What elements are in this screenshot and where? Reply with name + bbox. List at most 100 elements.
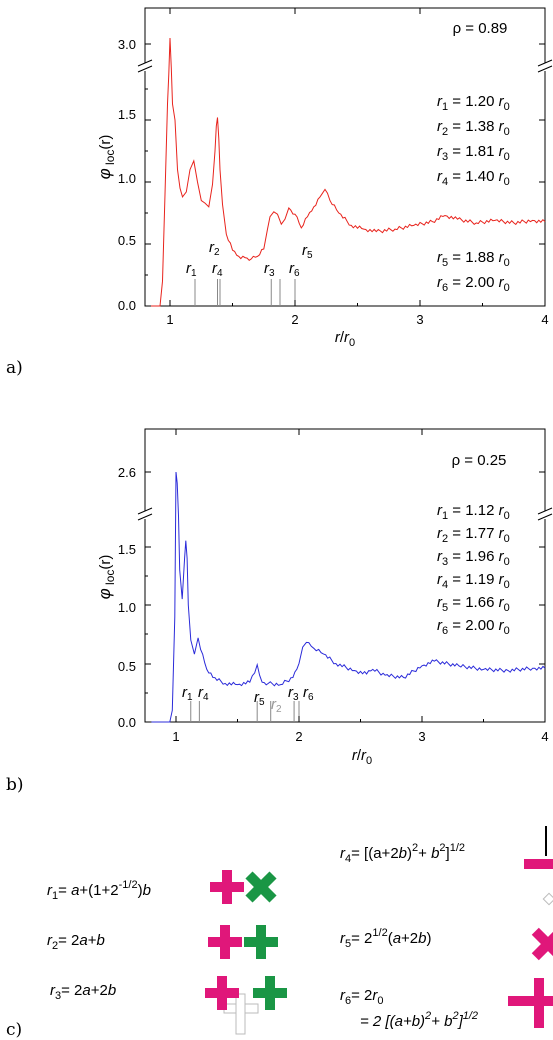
r-value-r6: r6 = 2.00 r0	[437, 617, 510, 637]
y-tick-label-a-2: 1.0	[118, 171, 136, 186]
axis-ticks-a	[145, 8, 546, 307]
panel-a: 0.0 0.5 1.0 1.5 3.0 1 2 3 4 r/r0 φ loc(r…	[95, 7, 553, 349]
cross-magenta-diag	[531, 927, 553, 961]
r-values-a: r1 = 1.20 r0 r2 = 1.38 r0 r3 = 1.81 r0 r4 =…	[437, 93, 510, 294]
marker-label-b-r4: r4	[198, 684, 209, 703]
marker-labels-a: r1 r2 r4 r5 r3 r6	[186, 239, 313, 279]
formula-r2: r2= 2a+b	[47, 932, 105, 952]
cross-black-line	[545, 826, 547, 856]
axis-break-right-b	[538, 511, 552, 519]
marker-label-a-r1: r1	[186, 260, 197, 279]
cross-magenta-v	[217, 976, 227, 1010]
cross-green-v	[256, 925, 266, 959]
cross-magenta-diag-v	[531, 927, 553, 961]
x-tick-label-b-3: 3	[418, 729, 425, 744]
formula-r3: r3= 2a+2b	[50, 982, 116, 1002]
x-tick-label-a-4: 4	[541, 312, 548, 327]
cross-magenta-v	[534, 978, 544, 1028]
cross-grey-diag	[542, 892, 553, 906]
cross-green-diag	[245, 871, 277, 903]
plot-frame-a	[144, 7, 546, 307]
r-value-r1: r1 = 1.12 r0	[437, 502, 510, 522]
panel-label-b: b)	[6, 775, 24, 795]
shape-r6	[508, 978, 553, 1028]
axis-break-mark-b3	[537, 507, 553, 515]
cross-green-diag-v	[245, 871, 277, 903]
r-value-r5: r5 = 1.88 r0	[437, 249, 510, 269]
y-tick-label-b-0: 0.0	[118, 715, 136, 730]
marker-label-b-r5: r5	[254, 689, 265, 708]
shape-r5	[531, 927, 553, 961]
shape-r2	[208, 925, 278, 959]
cross-magenta-h	[524, 859, 553, 869]
cross-green-v	[265, 976, 275, 1010]
cross-magenta-v	[222, 870, 232, 904]
axis-break-mark-b1	[137, 507, 153, 515]
r-value-r3: r3 = 1.96 r0	[437, 548, 510, 568]
axis-break-mark-a3	[537, 59, 553, 67]
marker-label-a-r4: r4	[212, 260, 223, 279]
r-value-r4: r4 = 1.40 r0	[437, 168, 510, 188]
shape-r3	[205, 976, 287, 1035]
x-tick-label-a-2: 2	[291, 312, 298, 327]
data-line-b	[151, 471, 546, 723]
marker-label-b-r3: r3	[288, 684, 299, 703]
x-tick-label-a-1: 1	[166, 312, 173, 327]
marker-label-a-r3: r3	[264, 260, 275, 279]
axis-break-mark-b4	[537, 513, 553, 521]
r-value-r6: r6 = 2.00 r0	[437, 274, 510, 294]
y-tick-label-b-1: 0.5	[118, 659, 136, 674]
cross-magenta-v	[220, 925, 230, 959]
y-axis-label-b: φ loc(r)	[95, 555, 117, 600]
formula-r5: r5= 21/2(a+2b)	[340, 927, 432, 950]
marker-label-b-r2: r2	[271, 696, 282, 715]
shape-r1	[210, 870, 277, 904]
axis-break-mark-a2	[137, 65, 153, 73]
y-tick-label-a-3: 1.5	[118, 107, 136, 122]
axis-ticks-b	[145, 429, 546, 723]
marker-label-a-r6: r6	[289, 260, 300, 279]
density-label-b: ρ = 0.25	[452, 452, 507, 469]
y-tick-label-a-4: 3.0	[118, 37, 136, 52]
formula-r4: r4= [(a+2b)2+ b2]1/2	[340, 842, 465, 865]
axis-break-mark-a1	[137, 59, 153, 67]
density-label-a: ρ = 0.89	[453, 20, 508, 37]
marker-label-a-r5: r5	[302, 242, 313, 261]
marker-lines-a	[194, 279, 296, 306]
r-value-r4: r4 = 1.19 r0	[437, 571, 510, 591]
formula-r1: r1= a+(1+2-1/2)b	[47, 879, 151, 902]
r-value-r2: r2 = 1.77 r0	[437, 525, 510, 545]
marker-label-b-r6: r6	[303, 684, 314, 703]
marker-label-a-r2: r2	[209, 239, 220, 258]
formula-r6-line1: r6= 2r0	[340, 987, 384, 1007]
axis-break-mark-a4	[537, 65, 553, 73]
x-tick-label-b-1: 1	[172, 729, 179, 744]
marker-label-b-r1: r1	[182, 684, 193, 703]
x-tick-label-b-4: 4	[541, 729, 548, 744]
y-tick-label-b-3: 1.5	[118, 542, 136, 557]
panel-b: 0.0 0.5 1.0 1.5 2.6 1 2 3 4 r/r0 φ loc(r…	[95, 428, 553, 767]
panel-label-c: c)	[6, 1020, 22, 1040]
r-value-r3: r3 = 1.81 r0	[437, 143, 510, 163]
marker-labels-b: r1 r4 r5 r2 r3 r6	[182, 684, 314, 715]
x-axis-label-a: r/r0	[335, 329, 355, 349]
cross-grey-v	[235, 993, 246, 1035]
y-axis-label-a: φ loc(r)	[95, 135, 117, 180]
panel-label-a: a)	[6, 358, 23, 378]
y-tick-label-b-4: 2.6	[118, 465, 136, 480]
marker-lines-b	[190, 701, 300, 722]
y-tick-label-b-2: 1.0	[118, 600, 136, 615]
x-axis-label-b: r/r0	[352, 747, 372, 767]
r-values-b: r1 = 1.12 r0 r2 = 1.77 r0 r3 = 1.96 r0 r4 =…	[437, 502, 510, 637]
y-tick-label-a-0: 0.0	[118, 298, 136, 313]
x-tick-label-b-2: 2	[295, 729, 302, 744]
shape-r4	[524, 826, 553, 906]
cross-magenta-h	[508, 996, 553, 1006]
axis-break-mark-b2	[137, 513, 153, 521]
y-tick-label-a-1: 0.5	[118, 233, 136, 248]
formula-r6-line2: = 2 [(a+b)2+ b2]1/2	[360, 1010, 478, 1030]
r-value-r1: r1 = 1.20 r0	[437, 93, 510, 113]
x-tick-label-a-3: 3	[416, 312, 423, 327]
axis-break-a	[138, 63, 152, 71]
